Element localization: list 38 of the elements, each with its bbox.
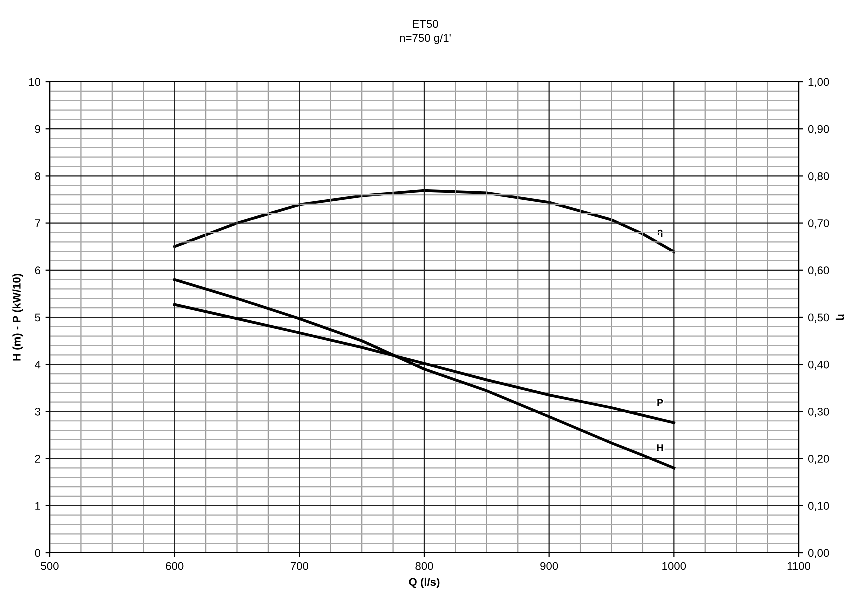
series-label: P: [658, 399, 664, 406]
x-tick-label: 500: [41, 562, 59, 570]
x-tick-label: 900: [540, 562, 558, 570]
y-tick-label: 9: [35, 125, 40, 134]
chart-subtitle: n=750 g/1': [400, 34, 451, 44]
y2-tick-label: 0,90: [808, 125, 830, 135]
y2-axis-title: η: [836, 314, 844, 320]
x-tick-label: 800: [416, 562, 434, 570]
y-tick-label: 8: [35, 172, 40, 180]
y2-tick-label: 0,80: [808, 172, 830, 182]
y2-tick-label: 0,50: [808, 314, 830, 323]
y-tick-label: 3: [35, 408, 40, 416]
y-tick-label: 10: [29, 78, 41, 86]
x-axis-title: Q (l/s): [409, 578, 440, 588]
x-tick-label: 700: [290, 562, 308, 570]
y-tick-label: 1: [36, 502, 40, 510]
y-tick-label: 0: [35, 549, 41, 558]
y-tick-label: 7: [35, 220, 40, 228]
y2-tick-label: 1,00: [808, 78, 830, 88]
x-tick-label: 1100: [788, 562, 811, 570]
y2-tick-label: 0,00: [808, 549, 830, 558]
chart-title: ET50: [413, 20, 438, 28]
y-tick-label: 6: [35, 266, 40, 275]
y-tick-label: 2: [35, 455, 40, 463]
series-label: H: [657, 444, 664, 452]
y2-tick-label: 0,30: [808, 408, 830, 418]
y2-tick-label: 0,20: [808, 455, 830, 464]
x-tick-label: 1000: [662, 562, 686, 570]
x-tick-label: 600: [166, 562, 184, 570]
y2-tick-label: 0,70: [808, 220, 830, 229]
y-tick-label: 5: [35, 314, 41, 322]
y2-tick-label: 0,10: [808, 502, 830, 512]
y2-tick-label: 0,60: [808, 266, 830, 276]
y2-tick-label: 0,40: [808, 360, 830, 370]
y-tick-label: 4: [35, 360, 41, 369]
line-series: [173, 278, 676, 470]
y-axis-title: H (m) - P (kW/10): [12, 274, 24, 361]
line-series: [173, 189, 676, 254]
